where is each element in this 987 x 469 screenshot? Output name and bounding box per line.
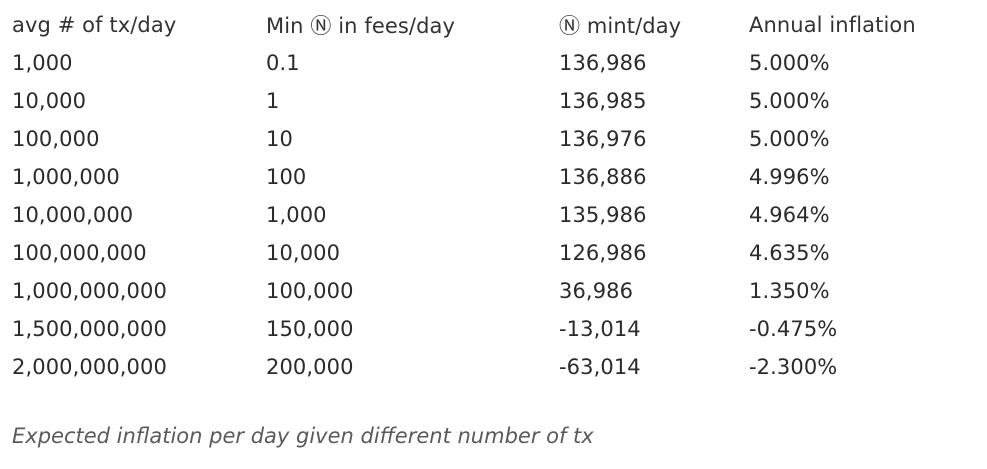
table-row: 2,000,000,000 200,000 -63,014 -2.300% <box>12 348 972 386</box>
inflation-table: avg # of tx/day Min Ⓝ in fees/day Ⓝ mint… <box>12 6 972 386</box>
cell-min-fees: 0.1 <box>266 51 300 75</box>
cell-avg-tx: 100,000 <box>12 127 100 151</box>
cell-min-fees: 10 <box>266 127 293 151</box>
cell-avg-tx: 100,000,000 <box>12 241 147 265</box>
table-row: 1,500,000,000 150,000 -13,014 -0.475% <box>12 310 972 348</box>
cell-inflation: 5.000% <box>749 89 830 113</box>
cell-inflation: -0.475% <box>749 317 838 341</box>
cell-inflation: 5.000% <box>749 127 830 151</box>
cell-min-fees: 100 <box>266 165 307 189</box>
cell-avg-tx: 1,000 <box>12 51 73 75</box>
cell-min-fees: 150,000 <box>266 317 354 341</box>
table-caption: Expected inflation per day given differe… <box>12 424 594 448</box>
cell-min-fees: 200,000 <box>266 355 354 379</box>
cell-mint: 136,886 <box>559 165 647 189</box>
cell-inflation: 4.964% <box>749 203 830 227</box>
cell-min-fees: 100,000 <box>266 279 354 303</box>
header-avg-tx-per-day: avg # of tx/day <box>12 13 177 37</box>
cell-mint: 136,976 <box>559 127 647 151</box>
cell-avg-tx: 10,000 <box>12 89 87 113</box>
cell-mint: -13,014 <box>559 317 641 341</box>
table-row: 100,000,000 10,000 126,986 4.635% <box>12 234 972 272</box>
table-row: 100,000 10 136,976 5.000% <box>12 120 972 158</box>
cell-mint: 136,985 <box>559 89 647 113</box>
cell-avg-tx: 1,000,000 <box>12 165 120 189</box>
cell-inflation: 1.350% <box>749 279 830 303</box>
table-row: 1,000,000 100 136,886 4.996% <box>12 158 972 196</box>
cell-avg-tx: 1,500,000,000 <box>12 317 167 341</box>
cell-mint: 135,986 <box>559 203 647 227</box>
cell-mint: 126,986 <box>559 241 647 265</box>
cell-inflation: -2.300% <box>749 355 838 379</box>
table-header-row: avg # of tx/day Min Ⓝ in fees/day Ⓝ mint… <box>12 6 972 44</box>
cell-min-fees: 1,000 <box>266 203 327 227</box>
header-mint-per-day: Ⓝ mint/day <box>559 14 682 38</box>
table-row: 1,000,000,000 100,000 36,986 1.350% <box>12 272 972 310</box>
cell-inflation: 4.635% <box>749 241 830 265</box>
cell-inflation: 4.996% <box>749 165 830 189</box>
cell-inflation: 5.000% <box>749 51 830 75</box>
table-row: 10,000 1 136,985 5.000% <box>12 82 972 120</box>
cell-mint: 136,986 <box>559 51 647 75</box>
cell-avg-tx: 10,000,000 <box>12 203 134 227</box>
cell-avg-tx: 2,000,000,000 <box>12 355 167 379</box>
cell-avg-tx: 1,000,000,000 <box>12 279 167 303</box>
cell-min-fees: 1 <box>266 89 280 113</box>
header-annual-inflation: Annual inflation <box>749 13 916 37</box>
table-row: 1,000 0.1 136,986 5.000% <box>12 44 972 82</box>
cell-mint: -63,014 <box>559 355 641 379</box>
table-row: 10,000,000 1,000 135,986 4.964% <box>12 196 972 234</box>
cell-mint: 36,986 <box>559 279 634 303</box>
header-min-fees-per-day: Min Ⓝ in fees/day <box>266 14 456 38</box>
cell-min-fees: 10,000 <box>266 241 341 265</box>
